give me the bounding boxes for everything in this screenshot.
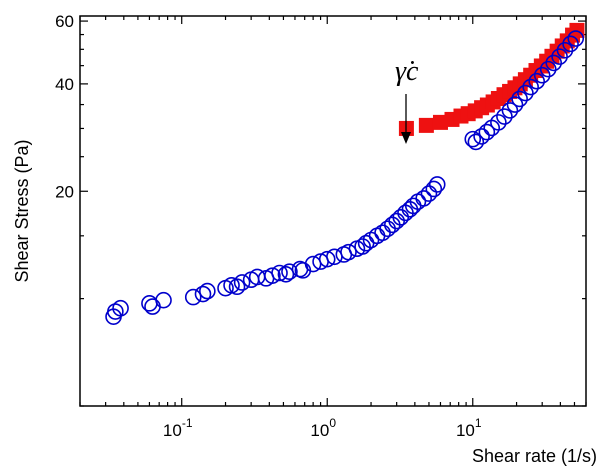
- y-axis-title: Shear Stress (Pa): [12, 139, 32, 282]
- data-point-square: [432, 114, 448, 130]
- data-point-circle: [551, 48, 568, 65]
- annotation-label: γ̇c: [395, 56, 419, 87]
- data-point-circle: [415, 190, 432, 207]
- data-point-circle: [483, 119, 501, 137]
- data-point-circle: [425, 180, 443, 198]
- data-point-circle: [223, 276, 240, 294]
- data-point-circle: [478, 123, 496, 141]
- data-point-circle: [318, 250, 336, 268]
- data-point-square: [418, 117, 434, 133]
- data-point-circle: [517, 84, 534, 102]
- data-point-circle: [281, 263, 298, 280]
- data-point-circle: [467, 133, 485, 151]
- data-point-circle: [228, 278, 246, 296]
- x-tick-label: 101: [456, 416, 482, 440]
- critical-rate-annotation: γ̇c: [395, 56, 419, 144]
- data-point-circle: [199, 282, 216, 300]
- annotation-arrow-head: [401, 132, 411, 144]
- data-point-circle: [522, 78, 539, 96]
- data-point-circle: [533, 66, 551, 84]
- data-point-circle: [184, 288, 202, 306]
- data-point-circle: [545, 54, 563, 72]
- data-point-circle: [144, 298, 161, 315]
- y-tick-label: 60: [55, 12, 74, 31]
- data-point-circle: [141, 295, 158, 312]
- data-point-circle: [464, 130, 482, 148]
- axis-ticks: [79, 16, 587, 407]
- data-point-circle: [506, 96, 524, 113]
- data-point-circle: [539, 60, 557, 78]
- x-tick-label: 10-1: [163, 416, 193, 440]
- data-point-circle: [511, 90, 528, 108]
- data-point-circle: [379, 220, 396, 238]
- data-point-circle: [388, 212, 405, 230]
- axis-tick-labels: 10-1 100 101 20 40 60: [55, 12, 482, 440]
- data-point-circle: [528, 72, 545, 90]
- plot-frame: [79, 15, 587, 407]
- y-tick-label: 20: [55, 182, 74, 201]
- data-point-circle: [271, 264, 288, 282]
- data-point-circle: [496, 108, 513, 125]
- data-point-circle: [490, 114, 507, 131]
- data-point-circle: [562, 35, 579, 53]
- x-tick-label: 100: [310, 416, 336, 440]
- data-point-circle: [556, 41, 574, 59]
- data-point-circle: [233, 274, 251, 291]
- data-point-circle: [264, 267, 281, 284]
- y-tick-label: 40: [55, 75, 74, 94]
- data-markers: [105, 22, 585, 325]
- data-point-circle: [428, 176, 446, 193]
- data-point-circle: [420, 185, 438, 202]
- data-point-circle: [473, 128, 490, 145]
- data-point-circle: [340, 243, 357, 261]
- data-point-circle: [567, 30, 585, 47]
- x-axis-title: Shear rate (1/s): [472, 446, 597, 466]
- data-point-circle: [194, 285, 212, 303]
- data-point-circle: [374, 224, 391, 242]
- data-point-circle: [277, 266, 295, 283]
- data-point-circle: [501, 102, 519, 119]
- data-point-circle: [112, 299, 129, 317]
- data-point-circle: [354, 238, 371, 255]
- data-point-circle: [155, 291, 172, 309]
